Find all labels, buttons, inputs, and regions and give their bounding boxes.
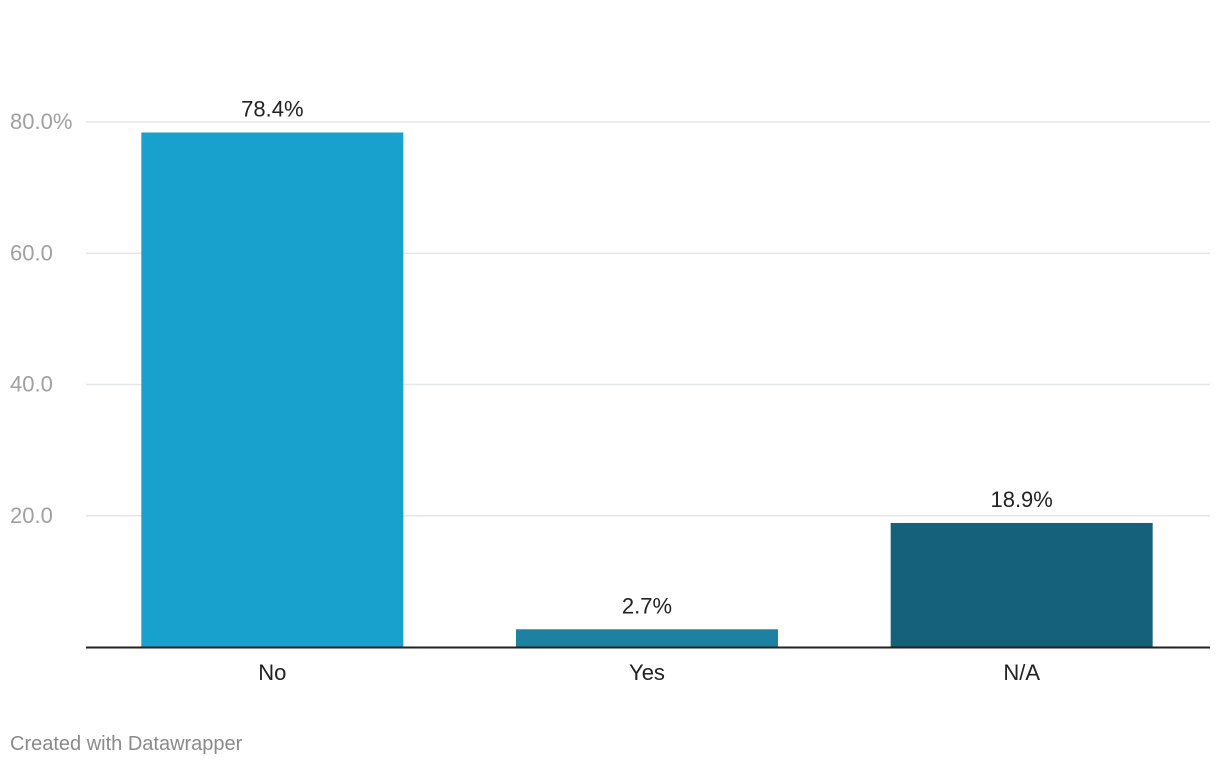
bar-yes [516,629,778,647]
bar-n-a [890,522,1153,647]
x-axis-category-labels: No Yes N/A [258,660,1040,685]
bar-no [141,132,404,647]
y-tick-label: 60.0 [10,240,53,265]
value-label: 2.7% [622,593,672,618]
value-label: 78.4% [241,97,303,122]
y-tick-label: 80.0% [10,109,72,134]
x-category-label: N/A [1003,660,1040,685]
y-tick-label: 20.0 [10,503,53,528]
chart-credit: Created with Datawrapper [10,733,243,755]
x-category-label: Yes [629,660,665,685]
value-labels: 78.4% 2.7% 18.9% [241,97,1053,619]
y-axis-tick-labels: 20.0 40.0 60.0 80.0% [10,109,72,528]
bars [141,132,1153,647]
value-label: 18.9% [990,487,1052,512]
x-category-label: No [258,660,286,685]
y-tick-label: 40.0 [10,372,53,397]
